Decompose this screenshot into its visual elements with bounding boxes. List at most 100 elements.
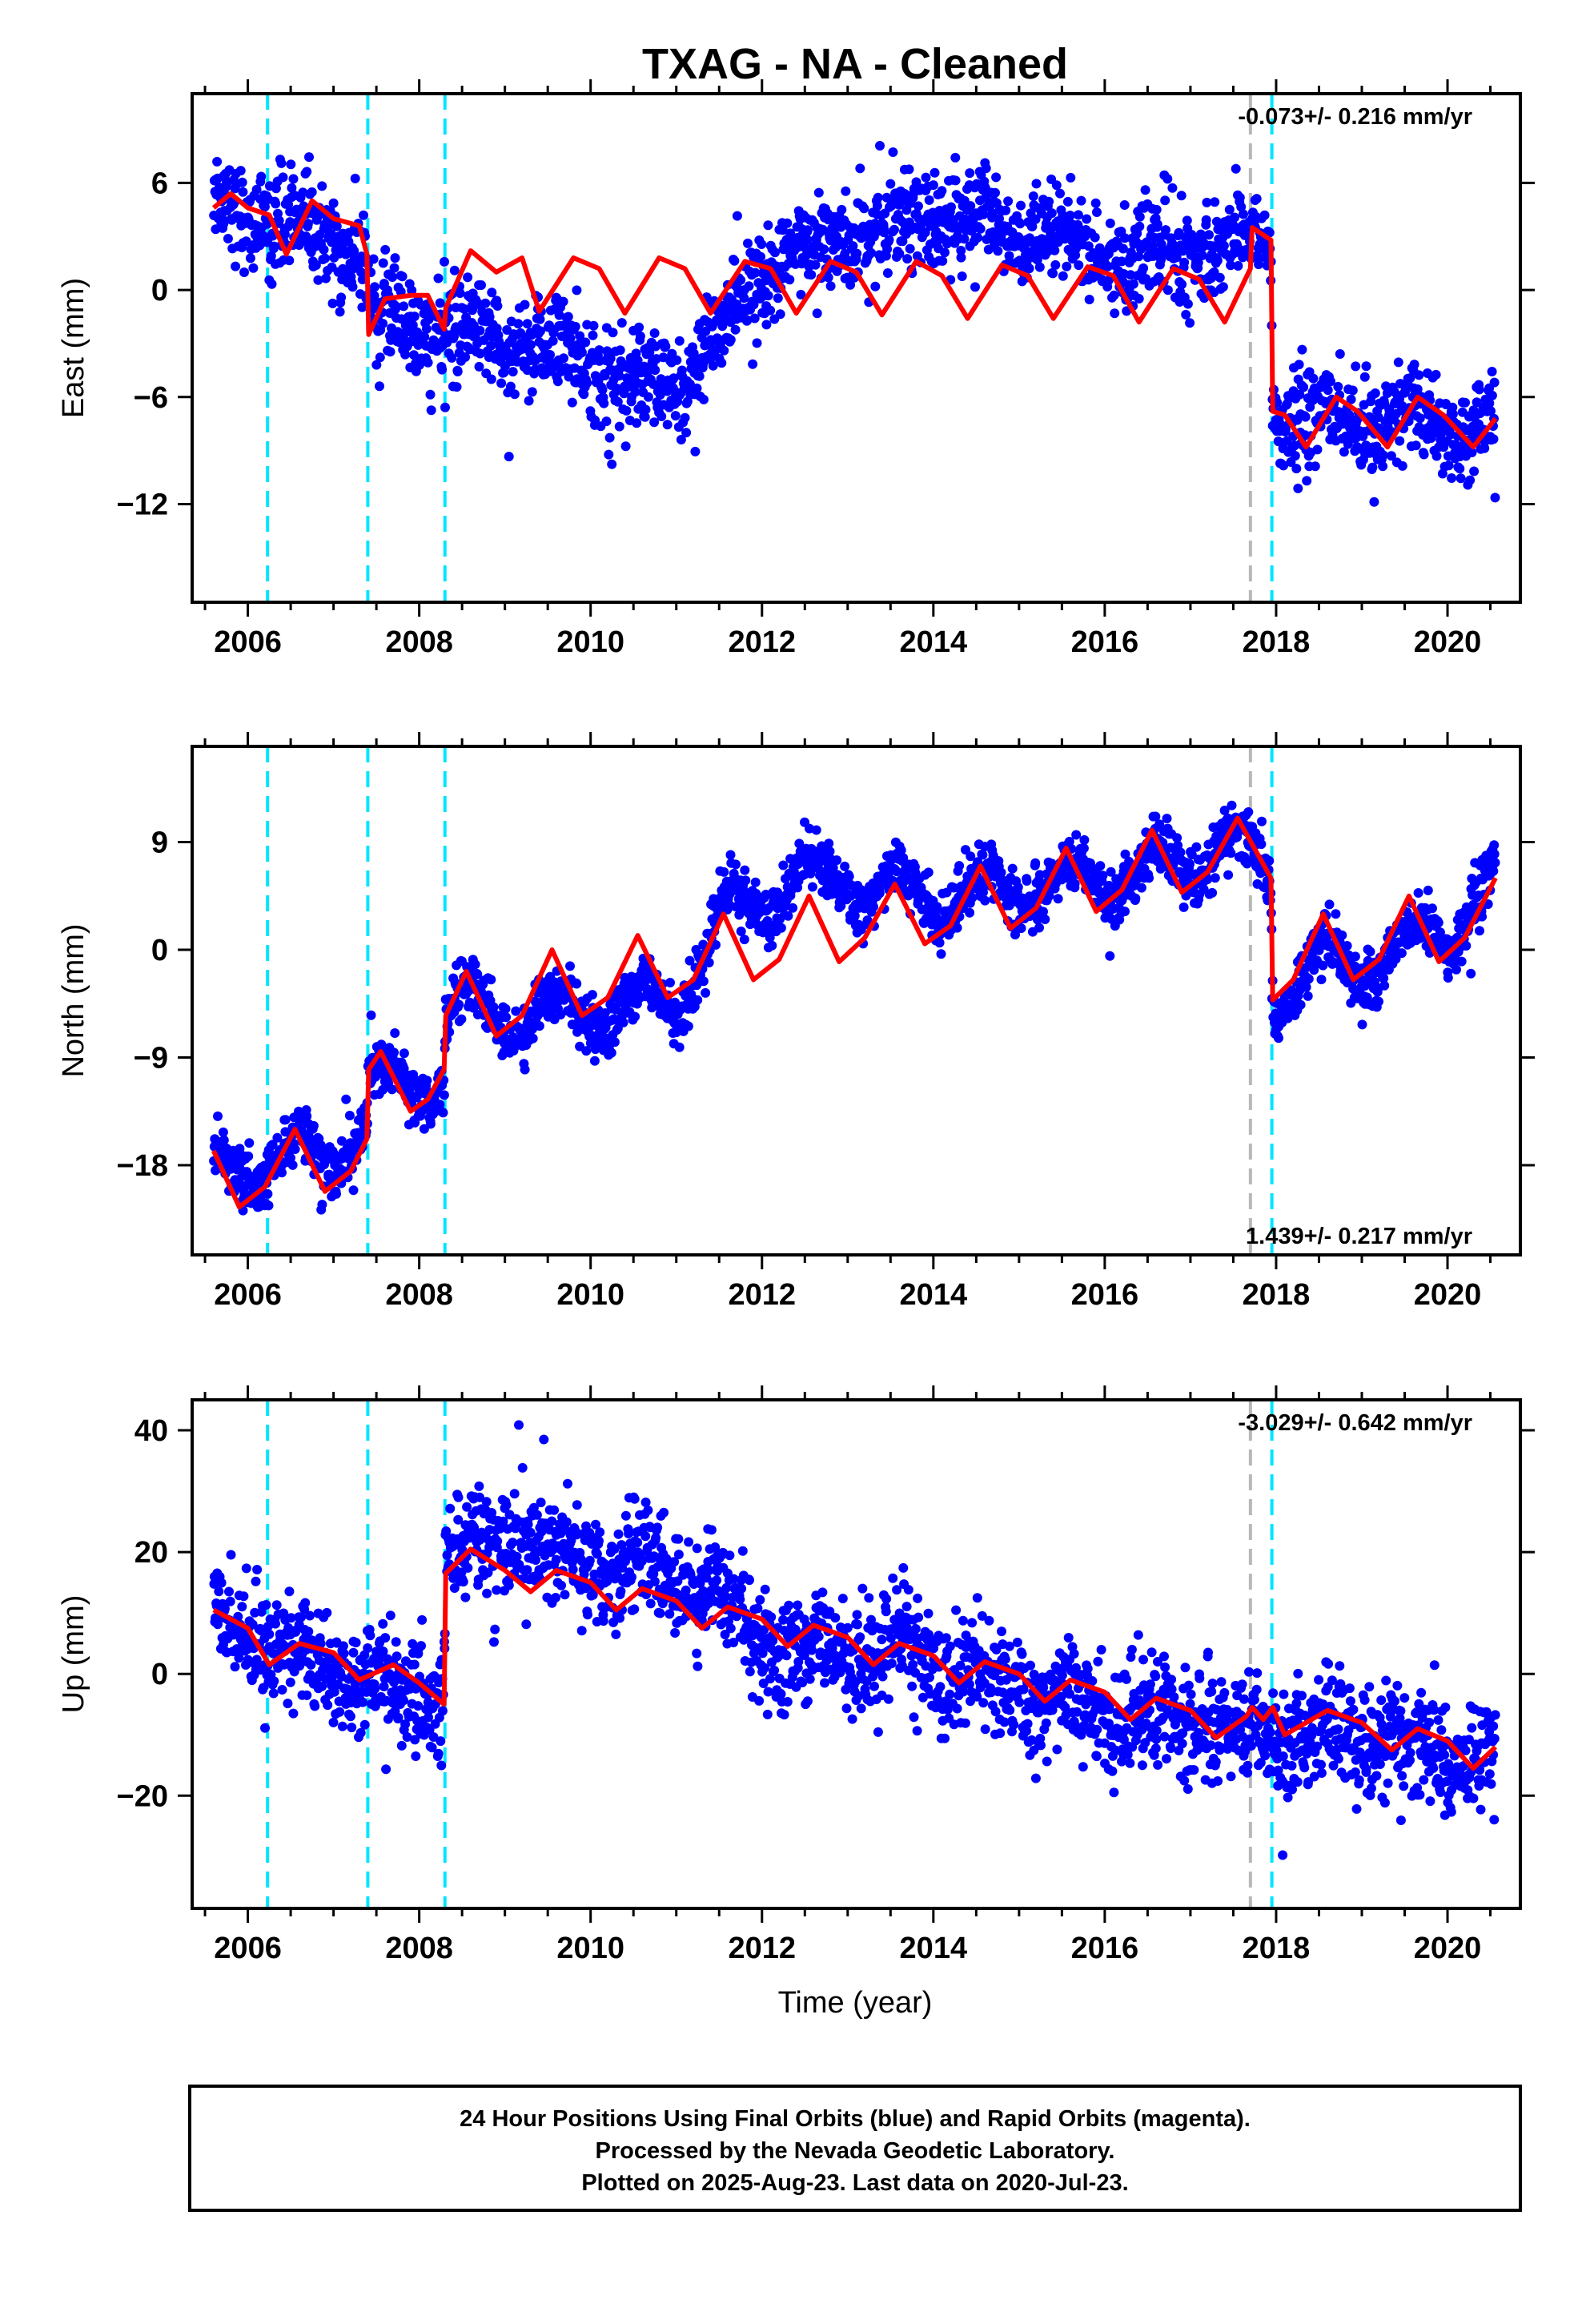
- east-data-point: [545, 350, 555, 360]
- east-data-point: [1460, 397, 1470, 408]
- east-data-point: [1486, 406, 1496, 416]
- east-data-point: [408, 320, 418, 330]
- east-data-point: [1182, 299, 1193, 309]
- east-data-point: [378, 319, 388, 328]
- east-data-point: [248, 263, 259, 273]
- east-data-point: [725, 335, 736, 345]
- north-data-point: [1095, 861, 1106, 871]
- east-data-point: [770, 247, 780, 258]
- north-data-point: [399, 1048, 409, 1059]
- east-data-point: [649, 328, 660, 338]
- east-data-point: [409, 312, 420, 322]
- east-data-point: [522, 319, 532, 329]
- east-data-point: [1215, 272, 1225, 283]
- east-data-point: [897, 236, 908, 247]
- east-data-point: [1367, 462, 1378, 472]
- east-y-tick-label: 0: [151, 274, 168, 308]
- east-data-point: [1193, 258, 1203, 267]
- east-data-point: [572, 285, 582, 296]
- east-data-point: [283, 199, 294, 210]
- east-data-point: [1378, 461, 1388, 472]
- east-data-point: [527, 387, 537, 397]
- east-data-point: [650, 365, 661, 376]
- east-data-point: [317, 181, 327, 191]
- north-data-point: [618, 1017, 628, 1027]
- east-data-point: [1297, 344, 1307, 355]
- north-y-tick-label: 0: [151, 934, 168, 967]
- east-data-point: [946, 202, 956, 212]
- east-data-point: [674, 336, 685, 346]
- north-x-tick-label: 2012: [728, 1278, 796, 1312]
- north-data-point: [1452, 964, 1461, 975]
- east-data-point: [1351, 361, 1361, 372]
- north-data-point: [776, 923, 786, 933]
- east-data-point: [676, 435, 686, 444]
- east-data-point: [757, 239, 767, 249]
- east-data-point: [775, 309, 785, 320]
- north-data-point: [1489, 840, 1500, 850]
- east-data-point: [612, 396, 623, 407]
- east-data-point: [307, 187, 317, 197]
- east-data-point: [256, 171, 267, 182]
- east-data-point: [1333, 381, 1343, 392]
- east-data-point: [1295, 389, 1305, 400]
- east-data-point: [1134, 221, 1145, 231]
- east-plot-frame: [191, 92, 1522, 604]
- up-data-point: [300, 1598, 311, 1608]
- east-data-point: [219, 219, 229, 229]
- east-data-point: [347, 282, 358, 292]
- north-x-tick-label: 2010: [556, 1278, 624, 1312]
- east-data-point: [223, 234, 233, 243]
- east-data-point: [1058, 271, 1068, 281]
- east-data-point: [1092, 207, 1102, 217]
- east-data-point: [1151, 204, 1162, 215]
- north-data-point: [1144, 873, 1154, 883]
- north-data-point: [1071, 830, 1082, 840]
- east-data-point: [1290, 451, 1300, 461]
- east-data-point: [1447, 473, 1457, 483]
- north-data-point: [1007, 863, 1018, 874]
- east-data-point: [284, 255, 295, 266]
- east-data-point: [1224, 204, 1235, 215]
- east-x-tick-label: 2014: [900, 625, 968, 659]
- east-data-point: [487, 287, 497, 298]
- east-data-point: [1369, 497, 1379, 507]
- north-data-point: [825, 846, 835, 857]
- east-y-tick-label: −12: [117, 488, 168, 521]
- east-panel: 2006 2008 2010 2012 2014 2016 2018 202060−6−12 …: [57, 79, 1535, 659]
- east-data-point: [375, 381, 384, 392]
- east-x-tick-label: 2018: [1243, 625, 1311, 659]
- east-data-point: [452, 367, 463, 376]
- east-data-point: [423, 357, 433, 368]
- east-data-point: [972, 179, 982, 189]
- up-data-point: [271, 1600, 282, 1610]
- east-data-point: [1197, 250, 1207, 260]
- north-data-point: [811, 825, 821, 835]
- east-data-point: [212, 156, 223, 167]
- east-data-point: [1455, 464, 1465, 474]
- east-x-tick-label: 2020: [1414, 625, 1482, 659]
- north-data-point: [1466, 968, 1476, 979]
- north-data-point: [348, 1185, 359, 1196]
- east-data-point: [304, 152, 314, 163]
- east-data-point: [565, 333, 576, 344]
- up-data-point: [216, 1578, 227, 1588]
- north-data-point: [1413, 888, 1423, 898]
- north-y-tick-label: −18: [117, 1149, 168, 1183]
- north-data-point: [1078, 843, 1089, 854]
- north-data-point: [1342, 941, 1352, 951]
- east-data-point: [335, 307, 345, 317]
- north-data-point: [750, 877, 761, 887]
- east-data-point: [476, 280, 486, 290]
- up-data-point: [271, 1618, 280, 1629]
- east-data-point: [237, 177, 247, 187]
- east-data-point: [356, 267, 367, 278]
- north-data-point: [844, 871, 854, 882]
- north-data-point: [1053, 894, 1063, 904]
- east-data-point: [1411, 440, 1421, 451]
- north-data-point: [731, 859, 741, 870]
- east-data-point: [426, 405, 436, 416]
- north-data-point: [683, 1021, 693, 1031]
- east-data-point: [564, 372, 574, 382]
- east-data-point: [1370, 388, 1380, 398]
